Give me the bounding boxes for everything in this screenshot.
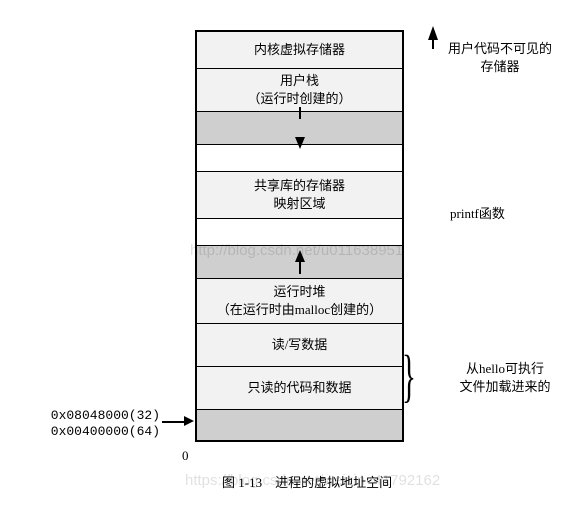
region-7-line-0: 运行时堆 (273, 283, 325, 301)
increase-arrow-icon (428, 26, 438, 40)
memory-region-9: 只读的代码和数据 (197, 367, 402, 410)
region-4-line-1: 映射区域 (273, 195, 325, 213)
region-1-line-1: （运行时创建的） (247, 90, 351, 108)
memory-region-6 (197, 246, 402, 279)
region-4-line-0: 共享库的存储器 (254, 177, 345, 195)
addr-32bit: 0x08048000(32) (20, 408, 160, 423)
region-8-line-0: 读/写数据 (272, 336, 328, 354)
memory-region-7: 运行时堆（在运行时由malloc创建的） (197, 279, 402, 324)
memory-region-4: 共享库的存储器映射区域 (197, 172, 402, 219)
annot-kernel: 用户代码不可见的 存储器 (440, 40, 560, 76)
annot-hello-line2: 文件加载进来的 (459, 379, 550, 394)
arrow-down-icon (295, 107, 305, 149)
memory-region-0: 内核虚拟存储器 (197, 32, 402, 69)
figure-caption: 图 1-13 进程的虚拟地址空间 (222, 472, 392, 491)
region-9-line-0: 只读的代码和数据 (247, 379, 351, 397)
arrow-up-icon (295, 250, 305, 274)
brace-icon: } (402, 335, 416, 417)
region-7-line-1: （在运行时由malloc创建的） (217, 301, 382, 319)
annot-hello-line1: 从hello可执行 (466, 361, 544, 376)
annot-hello: 从hello可执行 文件加载进来的 (445, 360, 565, 396)
addr-pointer-line (162, 421, 184, 423)
annot-printf: printf函数 (450, 205, 505, 223)
memory-stack: 内核虚拟存储器用户栈（运行时创建的）共享库的存储器映射区域运行时堆（在运行时由m… (195, 30, 404, 442)
memory-region-8: 读/写数据 (197, 324, 402, 367)
increase-arrow-stem (432, 39, 434, 49)
memory-region-1: 用户栈（运行时创建的） (197, 69, 402, 112)
annot-kernel-line1: 用户代码不可见的 (448, 41, 552, 56)
memory-region-10 (197, 410, 402, 440)
region-1-line-0: 用户栈 (280, 72, 319, 90)
diagram-container: 内核虚拟存储器用户栈（运行时创建的）共享库的存储器映射区域运行时堆（在运行时由m… (10, 10, 582, 513)
addr-pointer-head-icon (184, 416, 194, 426)
zero-label: 0 (182, 448, 189, 464)
annot-kernel-line2: 存储器 (480, 59, 519, 74)
region-0-line-0: 内核虚拟存储器 (254, 41, 345, 59)
memory-region-5 (197, 219, 402, 246)
addr-64bit: 0x00400000(64) (20, 424, 160, 439)
memory-region-2 (197, 112, 402, 145)
